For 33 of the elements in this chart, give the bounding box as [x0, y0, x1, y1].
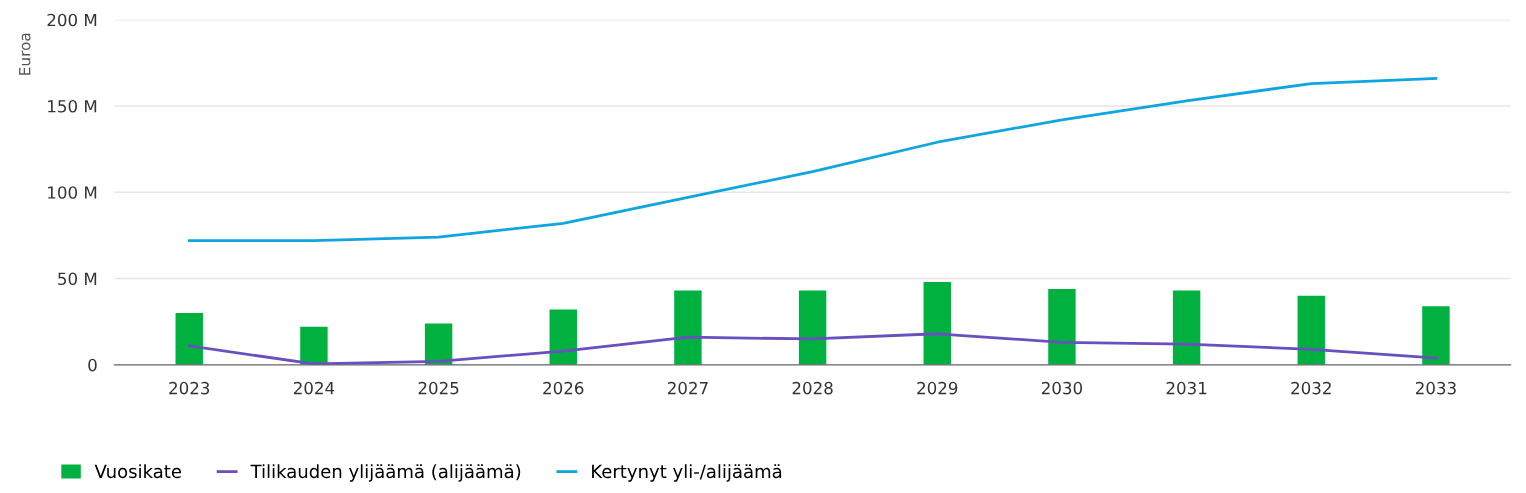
- bar: [300, 326, 328, 365]
- y-tick-label: 200 M: [47, 13, 97, 27]
- line-series: [187, 77, 1438, 242]
- legend-label: Tilikauden ylijäämä (alijäämä): [250, 464, 521, 482]
- y-tick-label: 0: [88, 358, 97, 372]
- y-tick-label: 100 M: [48, 186, 97, 199]
- x-tick-label: 2023: [169, 381, 210, 395]
- legend-label: Vuosikate: [94, 464, 182, 479]
- y-tick-label: 50 M: [58, 272, 97, 286]
- x-tick-label: 2033: [1415, 381, 1456, 395]
- bar: [549, 309, 577, 365]
- bar: [1297, 295, 1325, 365]
- x-tick-label: 2031: [1166, 381, 1207, 395]
- bar: [674, 290, 702, 365]
- x-tick-label: 2030: [1041, 381, 1083, 395]
- bar: [1172, 290, 1201, 365]
- x-tick-label: 2027: [667, 381, 708, 395]
- bar: [1048, 288, 1076, 365]
- x-tick-label: 2028: [792, 381, 833, 395]
- line-series: [187, 332, 1438, 365]
- bar: [923, 282, 951, 365]
- x-tick-label: 2024: [293, 381, 335, 395]
- x-tick-label: 2025: [418, 381, 459, 395]
- y-axis-title: Euroa: [19, 33, 31, 75]
- bar: [798, 290, 827, 365]
- x-tick-label: 2026: [543, 381, 584, 395]
- x-tick-label: 2029: [917, 381, 958, 395]
- x-tick-label: 2032: [1291, 381, 1331, 395]
- y-tick-label: 150 M: [48, 99, 97, 113]
- bar: [175, 313, 203, 365]
- legend-label: Kertynyt yli-/alijäämä: [592, 464, 782, 482]
- bar: [1422, 306, 1450, 365]
- bar: [424, 323, 453, 365]
